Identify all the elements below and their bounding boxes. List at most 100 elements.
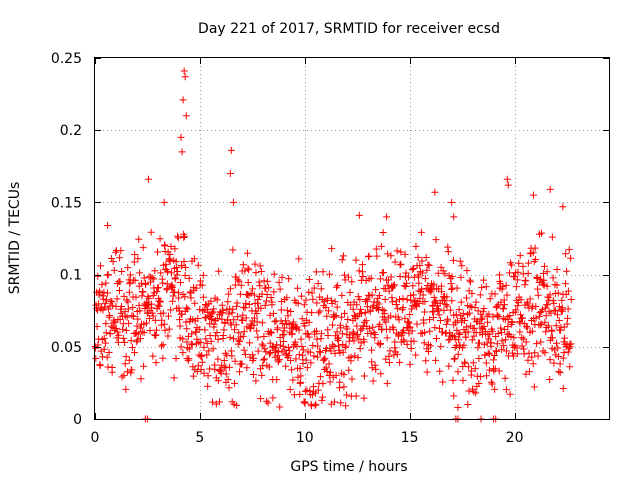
data-point — [236, 290, 244, 298]
data-point — [415, 299, 423, 307]
data-point — [207, 297, 215, 305]
data-point — [453, 284, 461, 292]
data-point — [268, 301, 276, 309]
data-point — [376, 320, 384, 328]
data-point — [132, 293, 140, 301]
data-point — [476, 291, 484, 299]
data-point — [564, 287, 572, 295]
data-point — [470, 324, 478, 332]
data-point — [316, 348, 324, 356]
data-point — [358, 261, 366, 269]
data-point — [562, 250, 570, 258]
data-point — [391, 344, 399, 352]
data-point — [128, 312, 136, 320]
data-point — [368, 291, 376, 299]
data-point — [508, 349, 516, 357]
data-point — [542, 312, 550, 320]
data-point — [387, 273, 395, 281]
data-point — [158, 316, 166, 324]
data-point — [185, 274, 193, 282]
data-point — [235, 329, 243, 337]
data-point — [523, 324, 531, 332]
data-point — [421, 308, 429, 316]
data-point — [528, 327, 536, 335]
data-point — [213, 315, 221, 323]
data-point — [496, 271, 504, 279]
data-point — [276, 285, 284, 293]
data-point — [239, 311, 247, 319]
data-point — [540, 281, 548, 289]
data-point — [515, 259, 523, 267]
data-point — [474, 344, 482, 352]
data-point — [304, 330, 312, 338]
data-point — [449, 256, 457, 264]
data-point — [170, 374, 178, 382]
data-point — [449, 376, 457, 384]
data-point — [267, 328, 275, 336]
data-point — [174, 268, 182, 276]
data-point-minimum — [454, 403, 462, 411]
data-point — [504, 315, 512, 323]
data-point — [419, 291, 427, 299]
data-point — [380, 307, 388, 315]
data-point — [416, 294, 424, 302]
data-point — [485, 366, 493, 374]
data-point — [522, 338, 530, 346]
data-point — [354, 353, 362, 361]
data-point — [119, 325, 127, 333]
data-point — [314, 280, 322, 288]
data-point — [379, 313, 387, 321]
data-point — [561, 334, 569, 342]
data-point — [489, 356, 497, 364]
data-point — [154, 284, 162, 292]
data-point — [209, 345, 217, 353]
data-point — [432, 356, 440, 364]
data-point — [288, 324, 296, 332]
data-point — [284, 312, 292, 320]
data-point — [353, 301, 361, 309]
data-point — [309, 341, 317, 349]
data-point — [244, 290, 252, 298]
data-point — [364, 303, 372, 311]
data-point — [555, 317, 563, 325]
data-point — [249, 285, 257, 293]
data-point — [282, 317, 290, 325]
data-point — [361, 309, 369, 317]
data-point — [550, 359, 558, 367]
data-point — [263, 291, 271, 299]
data-point — [312, 400, 320, 408]
data-point — [217, 369, 225, 377]
data-point — [136, 324, 144, 332]
data-point — [254, 296, 262, 304]
data-point — [348, 334, 356, 342]
data-point — [379, 229, 387, 237]
data-point — [225, 363, 233, 371]
data-point — [176, 316, 184, 324]
data-point — [118, 267, 126, 275]
data-point — [495, 313, 503, 321]
data-point — [265, 363, 273, 371]
data-point — [332, 371, 340, 379]
data-point — [112, 324, 120, 332]
data-point — [164, 332, 172, 340]
data-point — [351, 311, 359, 319]
data-point — [147, 273, 155, 281]
data-point — [202, 300, 210, 308]
data-point — [510, 352, 518, 360]
data-point — [390, 351, 398, 359]
data-point — [121, 360, 129, 368]
data-point — [137, 375, 145, 383]
data-point — [388, 298, 396, 306]
data-point — [312, 268, 320, 276]
data-point — [516, 319, 524, 327]
data-point — [482, 359, 490, 367]
data-point-peak — [182, 112, 190, 120]
data-point — [110, 266, 118, 274]
data-point — [535, 313, 543, 321]
data-point-peak — [180, 67, 188, 75]
data-point — [402, 283, 410, 291]
data-point — [490, 352, 498, 360]
data-point — [367, 274, 375, 282]
data-point — [245, 266, 253, 274]
